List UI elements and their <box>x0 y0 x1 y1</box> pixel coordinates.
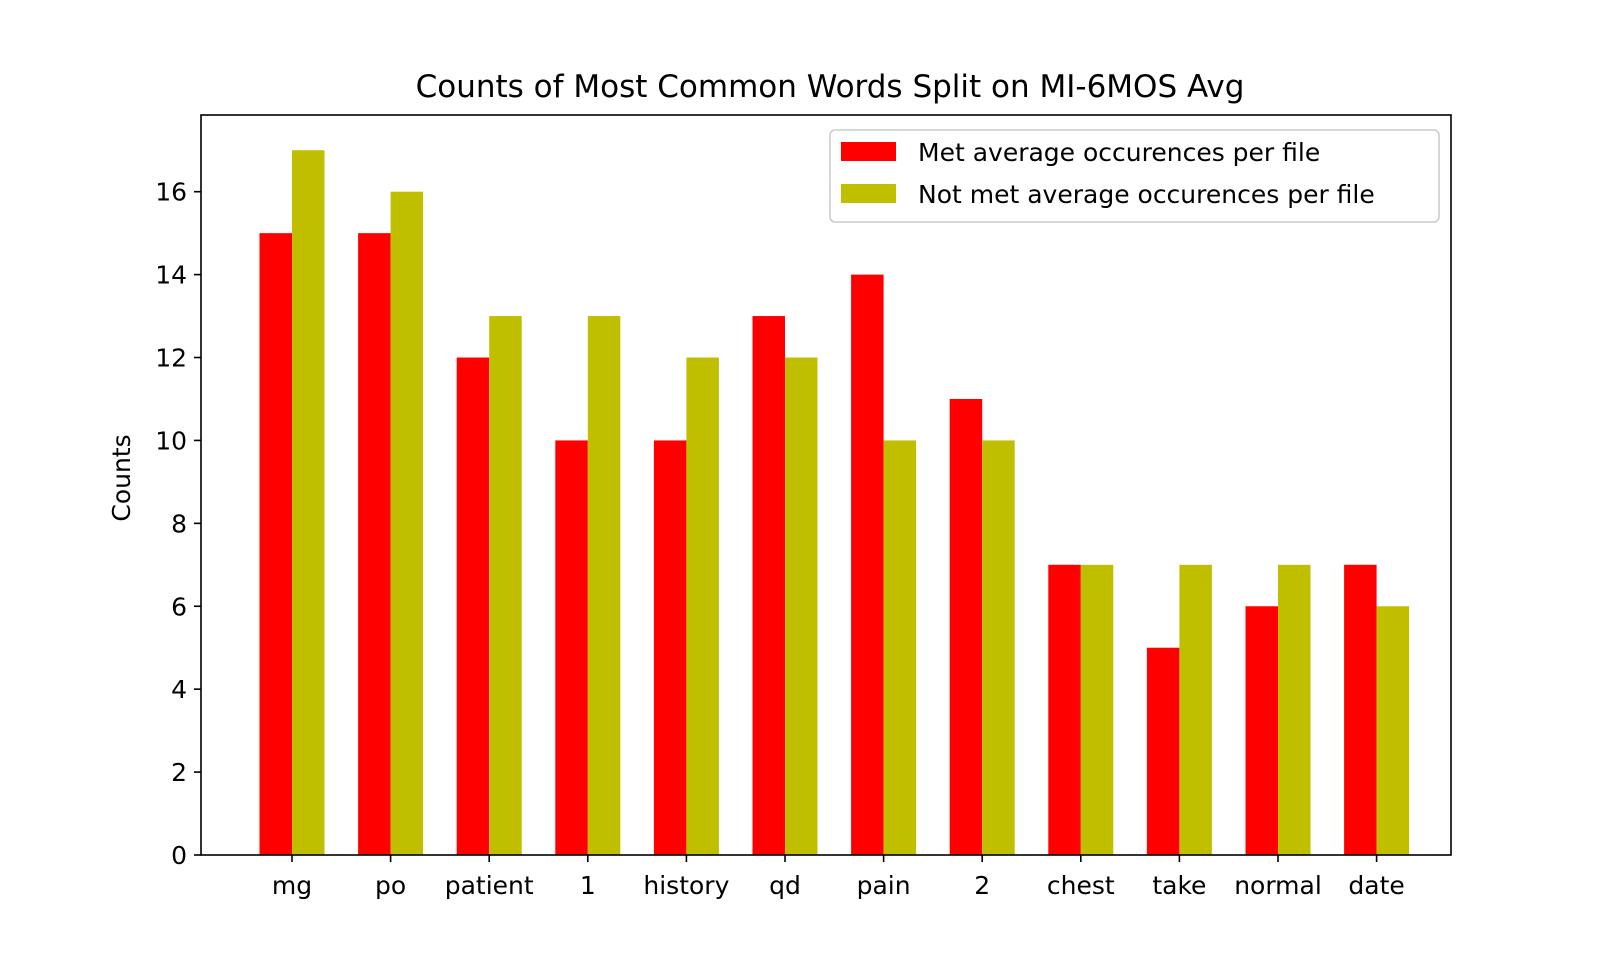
bar-met-mg <box>259 233 292 855</box>
chart-title: Counts of Most Common Words Split on MI-… <box>416 69 1245 105</box>
legend-frame <box>829 129 1440 223</box>
bar-not-met-take <box>1179 564 1212 855</box>
bar-met-normal <box>1245 606 1278 855</box>
y-tick-label: 14 <box>155 261 187 290</box>
x-tick-label: qd <box>769 871 801 900</box>
bar-met-take <box>1146 647 1180 855</box>
x-tick-label: date <box>1348 871 1404 900</box>
bar-met-qd <box>752 316 785 855</box>
bar-met-patient <box>456 357 490 855</box>
bar-not-met-chest <box>1080 564 1114 855</box>
x-tick-label: po <box>375 871 406 900</box>
bar-not-met-2 <box>982 440 1015 855</box>
bar-met-pain <box>851 274 884 855</box>
bar-met-chest <box>1048 564 1081 855</box>
bar-not-met-normal <box>1278 564 1311 855</box>
bar-not-met-date <box>1376 606 1410 855</box>
legend-swatch-met <box>841 142 896 161</box>
y-axis-ticks: 0 2 4 6 8 10 12 14 16 <box>155 178 201 870</box>
legend-label-met: Met average occurences per file <box>918 138 1320 167</box>
bar-met-history <box>653 440 687 855</box>
bar-met-date <box>1344 564 1377 855</box>
y-tick-label: 10 <box>155 426 187 455</box>
x-tick-label: 2 <box>974 871 990 900</box>
x-tick-label: 1 <box>580 871 596 900</box>
bar-met-2 <box>949 398 983 855</box>
y-tick-label: 16 <box>155 178 187 207</box>
bar-not-met-pain <box>883 440 917 855</box>
bars-layer <box>259 150 1410 856</box>
bar-met-1 <box>555 440 588 855</box>
bar-met-po <box>358 233 391 855</box>
x-tick-label: chest <box>1047 871 1115 900</box>
x-tick-label: normal <box>1234 871 1322 900</box>
x-tick-label: history <box>643 871 729 900</box>
y-axis-label: Counts <box>107 434 136 521</box>
x-axis-ticks: mg po patient 1 history qd pain 2 chest take norma… <box>272 855 1405 900</box>
y-tick-label: 12 <box>155 344 187 373</box>
bar-not-met-qd <box>785 357 818 855</box>
y-tick-label: 6 <box>171 592 187 621</box>
y-tick-label: 8 <box>171 509 187 538</box>
bar-not-met-po <box>390 191 424 855</box>
bar-not-met-mg <box>292 150 325 856</box>
bar-not-met-1 <box>587 316 621 855</box>
y-tick-label: 2 <box>171 758 187 787</box>
legend-swatch-not-met <box>841 184 896 203</box>
legend: Met average occurences per file Not met … <box>829 129 1440 223</box>
legend-label-not-met: Not met average occurences per file <box>918 180 1375 209</box>
x-tick-label: take <box>1152 871 1206 900</box>
y-tick-label: 0 <box>171 841 187 870</box>
x-tick-label: mg <box>272 871 312 900</box>
x-tick-label: patient <box>445 871 534 900</box>
x-tick-label: pain <box>857 871 911 900</box>
plot-area-frame <box>200 114 1452 856</box>
bar-not-met-history <box>686 357 719 855</box>
y-tick-label: 4 <box>171 675 187 704</box>
bar-not-met-patient <box>489 316 522 855</box>
